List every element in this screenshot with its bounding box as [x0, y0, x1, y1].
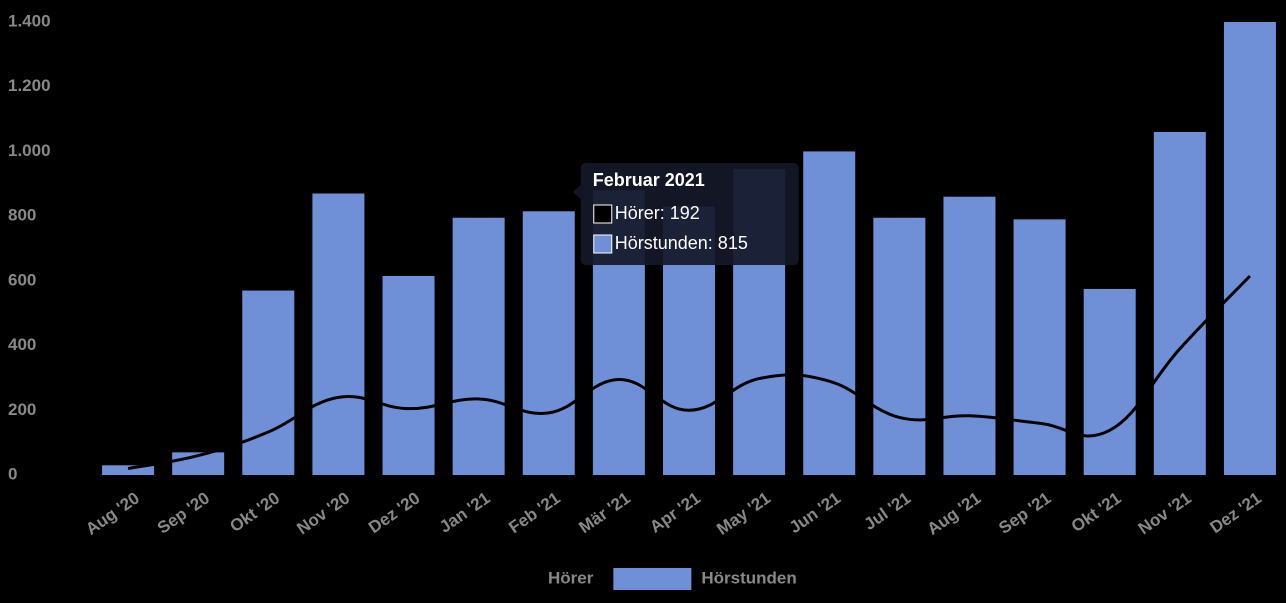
tooltip-caret — [572, 185, 581, 199]
bar — [382, 276, 435, 475]
y-tick-label: 1.200 — [8, 76, 51, 95]
bar — [1013, 219, 1066, 475]
y-tick-label: 600 — [8, 270, 36, 289]
bar — [312, 193, 365, 475]
bar — [803, 151, 856, 475]
y-tick-label: 200 — [8, 400, 36, 419]
tooltip-item: Hörer: 192 — [615, 203, 700, 223]
legend-label: Hörstunden — [701, 568, 796, 587]
tooltip-item: Hörstunden: 815 — [615, 233, 748, 253]
bar — [102, 465, 155, 475]
y-tick-label: 400 — [8, 335, 36, 354]
y-tick-label: 800 — [8, 206, 36, 225]
bar — [943, 196, 996, 475]
bar — [1083, 288, 1136, 475]
tooltip-box — [580, 163, 799, 265]
bar — [452, 217, 505, 475]
tooltip-swatch — [593, 234, 613, 254]
y-tick-label: 1.400 — [8, 11, 51, 30]
tooltip: Februar 2021 Hörer: 192 Hörstunden: 815 — [572, 163, 799, 265]
bar — [522, 211, 575, 475]
bar — [242, 290, 295, 475]
tooltip-title: Februar 2021 — [593, 170, 705, 190]
bar — [1223, 22, 1276, 475]
line — [127, 274, 1252, 471]
tooltip-swatch — [593, 204, 613, 224]
bar — [1153, 132, 1206, 475]
legend-label: Hörer — [548, 568, 594, 587]
bar — [873, 217, 926, 475]
y-tick-label: 1.000 — [8, 141, 51, 160]
y-tick-label: 0 — [8, 464, 17, 483]
legend-swatch — [613, 568, 692, 590]
